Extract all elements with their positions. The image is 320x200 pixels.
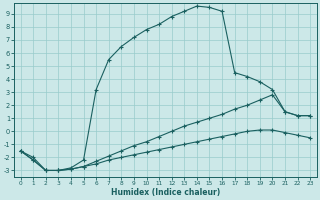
X-axis label: Humidex (Indice chaleur): Humidex (Indice chaleur) (111, 188, 220, 197)
